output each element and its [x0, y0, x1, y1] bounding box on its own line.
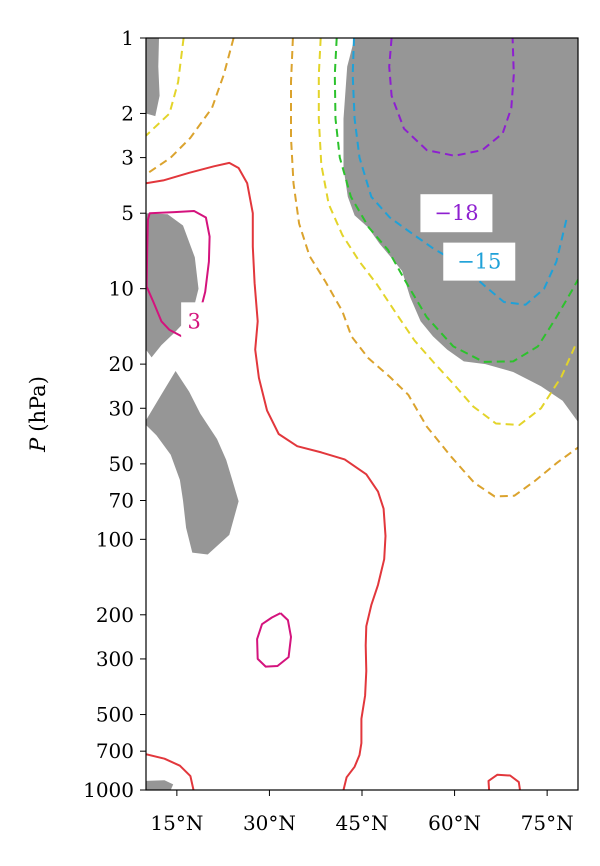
contour-label-box-1: [443, 242, 516, 281]
x-tick-label: 60°N: [428, 811, 481, 835]
contour-label-0: −18: [434, 201, 478, 225]
y-axis-symbol: P: [26, 437, 50, 453]
contour-label-1: −15: [457, 250, 501, 274]
contour-c3b: [256, 612, 292, 668]
y-tick-label: 5: [121, 201, 134, 225]
y-tick-label: 300: [96, 647, 134, 671]
shade-tropical-mid-2: [146, 213, 199, 358]
contour-c-6b: [290, 38, 578, 498]
contour-labels: −18 −15 3: [181, 194, 516, 341]
y-tick-label: 200: [96, 603, 134, 627]
contour-c-9b: [317, 38, 576, 426]
x-tick-label: 45°N: [336, 811, 389, 835]
contour-c0c: [487, 773, 521, 790]
y-axis-label: P (hPa): [26, 376, 50, 453]
y-tick-label: 1: [121, 26, 134, 50]
contour-c-9: [146, 38, 185, 137]
y-tick-label: 100: [96, 527, 134, 551]
contour-label-box-2: [181, 302, 208, 341]
x-axis-ticks: 15°N 30°N 45°N 60°N 75°N: [150, 790, 574, 835]
contour-lines: [146, 38, 578, 790]
x-tick-label: 30°N: [243, 811, 296, 835]
x-tick-label: 75°N: [521, 811, 574, 835]
y-tick-label: 700: [96, 739, 134, 763]
y-tick-label: 20: [109, 352, 134, 376]
y-tick-label: 30: [109, 396, 134, 420]
y-tick-label: 70: [109, 489, 134, 513]
y-tick-label: 1000: [83, 778, 134, 802]
y-axis-unit: (hPa): [26, 376, 50, 432]
shade-tropical-low-3: [146, 371, 239, 555]
y-tick-label: 50: [109, 452, 134, 476]
y-tick-label: 10: [109, 277, 134, 301]
contour-label-box-0: [420, 194, 493, 233]
y-tick-label: 500: [96, 703, 134, 727]
contour-c-15: [351, 38, 568, 306]
contour-c-6: [146, 38, 235, 176]
shade-tropical-upper-1: [146, 38, 160, 117]
shade-surface-4: [146, 780, 174, 790]
contour-c0b: [146, 753, 195, 790]
contour-c0: [146, 161, 387, 790]
contour-c3: [146, 210, 211, 338]
y-axis-ticks: 1 2 3 5 10 20 30 50 70 100 200 300 500 700 1000: [83, 26, 146, 802]
contour-label-2: 3: [187, 309, 200, 333]
y-tick-label: 2: [121, 101, 134, 125]
x-tick-label: 15°N: [150, 811, 203, 835]
y-tick-label: 3: [121, 146, 134, 170]
